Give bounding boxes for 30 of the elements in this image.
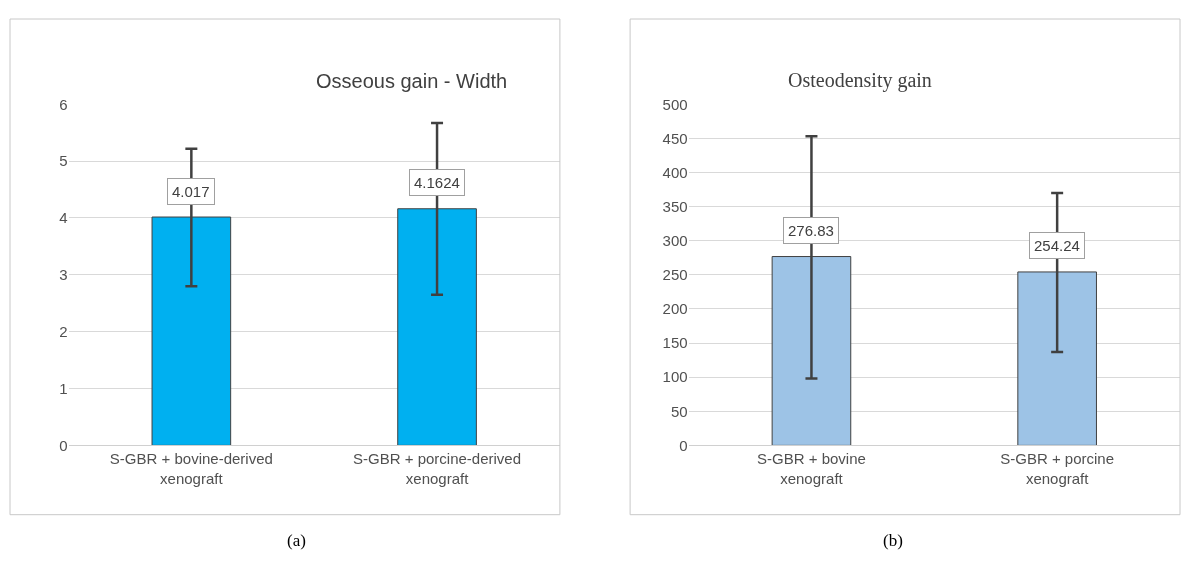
y-tick-label: 500 bbox=[662, 95, 688, 113]
data-label: 276.83 bbox=[788, 222, 834, 239]
y-tick-label: 4 bbox=[59, 209, 68, 227]
y-tick-label: 3 bbox=[59, 266, 68, 284]
x-tick-label: S-GBR + porcine-derived xenograft bbox=[353, 450, 522, 487]
y-tick-label: 400 bbox=[662, 163, 688, 181]
y-tick-label: 50 bbox=[670, 402, 688, 420]
x-tick-label: S-GBR + bovine-derived xenograft bbox=[109, 450, 273, 487]
y-tick-label: 150 bbox=[662, 334, 688, 352]
y-tick-label: 2 bbox=[59, 322, 68, 340]
data-label: 254.24 bbox=[1034, 237, 1080, 254]
y-tick-label: 100 bbox=[662, 368, 688, 386]
y-tick-label: 5 bbox=[59, 152, 68, 170]
y-tick-label: 200 bbox=[662, 300, 688, 318]
y-tick-label: 0 bbox=[679, 436, 688, 454]
y-tick-label: 450 bbox=[662, 129, 688, 147]
y-tick-label: 350 bbox=[662, 197, 688, 215]
x-tick-label: S-GBR + porcine xenograft bbox=[1000, 450, 1115, 487]
chart-title: Osseous gain - Width bbox=[316, 70, 508, 92]
y-tick-label: 250 bbox=[662, 266, 688, 284]
x-tick-label: S-GBR + bovine xenograft bbox=[757, 450, 866, 487]
data-label: 4.017 bbox=[172, 183, 210, 200]
y-tick-label: 0 bbox=[59, 436, 68, 454]
chart-title: Osteodensity gain bbox=[788, 69, 932, 92]
text: (b) bbox=[883, 531, 903, 550]
y-tick-label: 1 bbox=[59, 379, 68, 397]
data-label: 4.1624 bbox=[414, 174, 460, 191]
y-tick-label: 300 bbox=[662, 231, 688, 249]
text: (a) bbox=[287, 531, 306, 550]
y-tick-label: 6 bbox=[59, 95, 68, 113]
